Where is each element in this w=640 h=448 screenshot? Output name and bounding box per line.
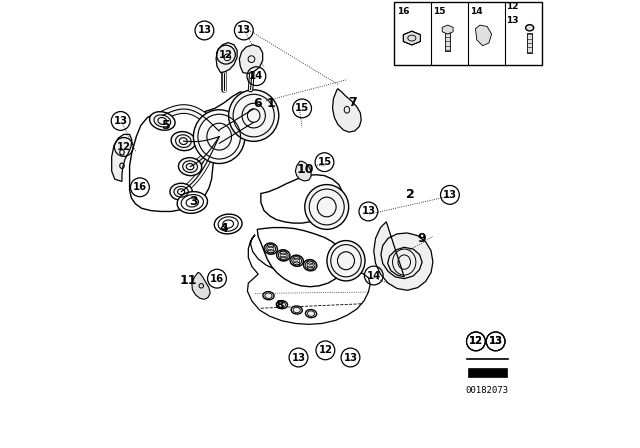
Bar <box>394 2 541 65</box>
Polygon shape <box>442 25 453 34</box>
Ellipse shape <box>150 112 175 130</box>
Ellipse shape <box>170 183 192 200</box>
Text: 16: 16 <box>397 7 410 16</box>
Text: 2: 2 <box>406 188 415 202</box>
Polygon shape <box>239 45 262 73</box>
Text: 16: 16 <box>210 274 224 284</box>
Ellipse shape <box>276 250 290 261</box>
Polygon shape <box>112 134 132 181</box>
Text: 9: 9 <box>418 232 426 245</box>
Ellipse shape <box>177 192 207 213</box>
Text: 13: 13 <box>362 207 376 216</box>
Text: 13: 13 <box>237 26 251 35</box>
Polygon shape <box>130 92 255 211</box>
Text: 13: 13 <box>291 353 305 362</box>
Text: 15: 15 <box>433 7 445 16</box>
Text: 13: 13 <box>197 26 211 35</box>
Polygon shape <box>248 235 370 324</box>
Ellipse shape <box>264 243 277 254</box>
Text: 15: 15 <box>317 157 332 167</box>
Text: 8: 8 <box>275 299 284 312</box>
Ellipse shape <box>327 241 365 281</box>
Text: 13: 13 <box>443 190 457 200</box>
Ellipse shape <box>193 110 245 164</box>
Polygon shape <box>403 31 420 45</box>
Bar <box>445 33 451 51</box>
Text: 12: 12 <box>318 345 332 355</box>
Polygon shape <box>476 25 492 46</box>
Text: 16: 16 <box>133 182 147 192</box>
Text: 4: 4 <box>220 222 228 235</box>
Text: 12: 12 <box>469 336 483 346</box>
Text: 14: 14 <box>249 71 264 81</box>
Text: 6: 6 <box>253 96 262 110</box>
Text: 10: 10 <box>297 163 314 176</box>
Text: 14: 14 <box>470 7 483 16</box>
Text: 3: 3 <box>189 195 198 208</box>
Ellipse shape <box>525 25 534 31</box>
Text: 00182073: 00182073 <box>465 386 508 395</box>
Text: 13: 13 <box>114 116 127 126</box>
Ellipse shape <box>179 158 202 176</box>
Text: 14: 14 <box>367 271 381 280</box>
Ellipse shape <box>290 255 303 267</box>
Polygon shape <box>261 175 342 223</box>
Ellipse shape <box>171 132 196 151</box>
Ellipse shape <box>276 301 287 309</box>
Ellipse shape <box>228 90 279 142</box>
Polygon shape <box>192 272 210 299</box>
Ellipse shape <box>303 259 317 271</box>
Text: 12: 12 <box>116 142 131 152</box>
Text: 11: 11 <box>179 273 196 287</box>
Text: 12: 12 <box>219 50 233 60</box>
Ellipse shape <box>305 310 317 318</box>
Polygon shape <box>468 368 508 377</box>
Text: 13: 13 <box>506 16 518 25</box>
Polygon shape <box>296 161 311 181</box>
Text: 13: 13 <box>344 353 358 362</box>
Ellipse shape <box>305 185 349 229</box>
Polygon shape <box>333 89 361 132</box>
Ellipse shape <box>263 292 274 300</box>
Text: 12: 12 <box>506 2 518 11</box>
Ellipse shape <box>291 306 302 314</box>
Text: 13: 13 <box>488 336 502 346</box>
Text: 15: 15 <box>295 103 309 113</box>
Text: 12: 12 <box>469 336 483 346</box>
Polygon shape <box>374 222 433 290</box>
Polygon shape <box>257 228 345 287</box>
Text: 5: 5 <box>163 119 171 132</box>
Text: 1: 1 <box>266 96 275 110</box>
Text: 13: 13 <box>488 336 502 346</box>
Bar <box>527 33 532 53</box>
Polygon shape <box>216 43 237 73</box>
Ellipse shape <box>214 214 242 234</box>
Text: 7: 7 <box>348 95 356 109</box>
